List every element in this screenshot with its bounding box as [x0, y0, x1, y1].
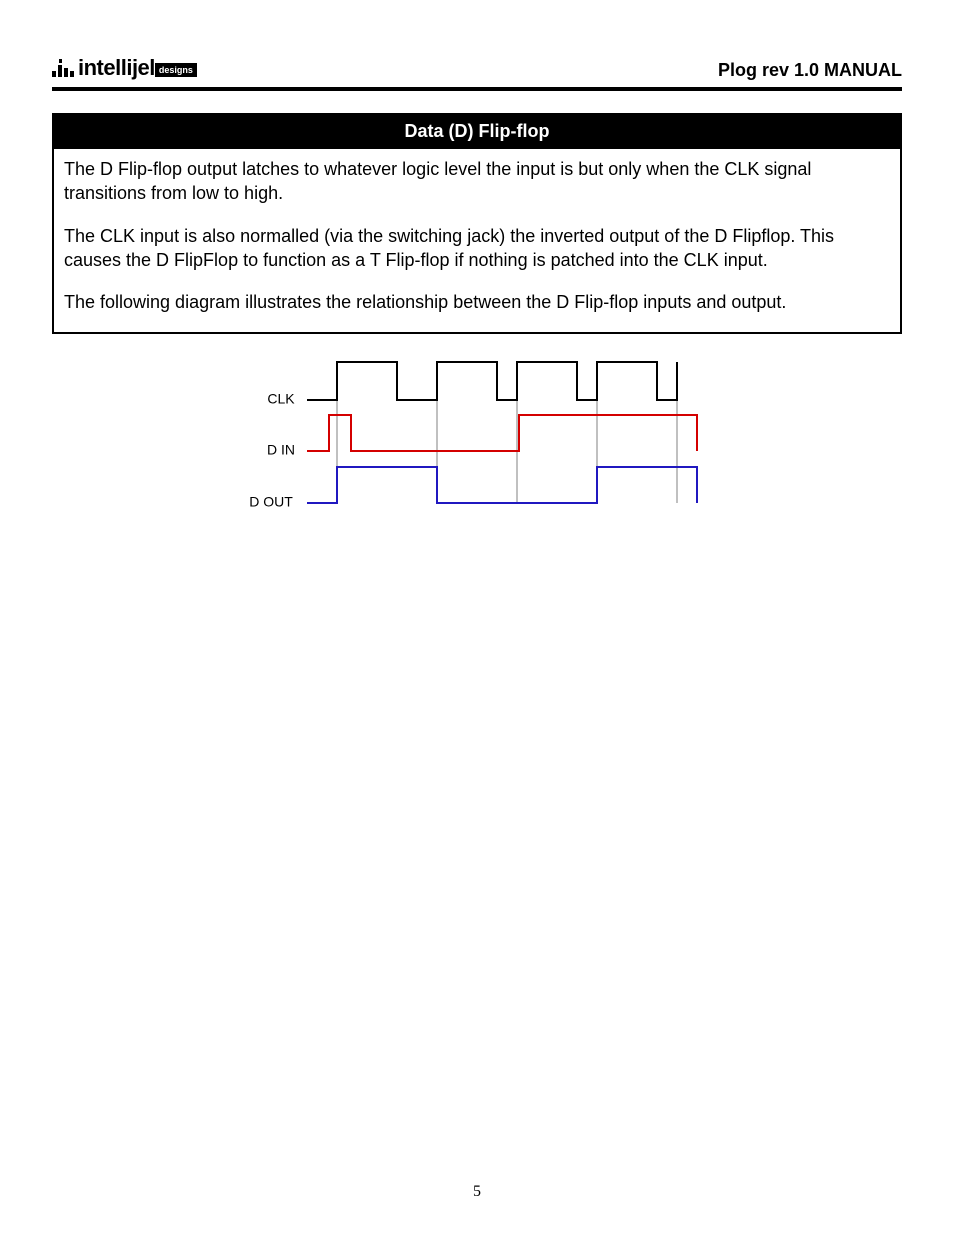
paragraph: The CLK input is also normalled (via the… — [64, 224, 890, 273]
svg-text:CLK: CLK — [267, 391, 295, 407]
svg-text:D OUT: D OUT — [249, 494, 293, 510]
brand-logo: intellijeldesigns — [52, 55, 197, 81]
section-container: Data (D) Flip-flop The D Flip-flop outpu… — [52, 113, 902, 334]
brand-sub-text: designs — [155, 63, 197, 77]
page-header: intellijeldesigns Plog rev 1.0 MANUAL — [52, 55, 902, 85]
brand-main-text: intellijel — [78, 55, 155, 80]
svg-text:D IN: D IN — [267, 442, 295, 458]
timing-diagram-container: CLK D IN D OUT — [52, 348, 902, 523]
header-rule — [52, 87, 902, 91]
timing-diagram: CLK D IN D OUT — [247, 348, 707, 518]
brand-name: intellijeldesigns — [78, 55, 197, 81]
section-title: Data (D) Flip-flop — [54, 115, 900, 149]
paragraph: The D Flip-flop output latches to whatev… — [64, 157, 890, 206]
document-title: Plog rev 1.0 MANUAL — [718, 60, 902, 81]
paragraph: The following diagram illustrates the re… — [64, 290, 890, 314]
page-number: 5 — [0, 1183, 954, 1201]
brand-icon — [52, 59, 74, 77]
section-body: The D Flip-flop output latches to whatev… — [54, 149, 900, 332]
